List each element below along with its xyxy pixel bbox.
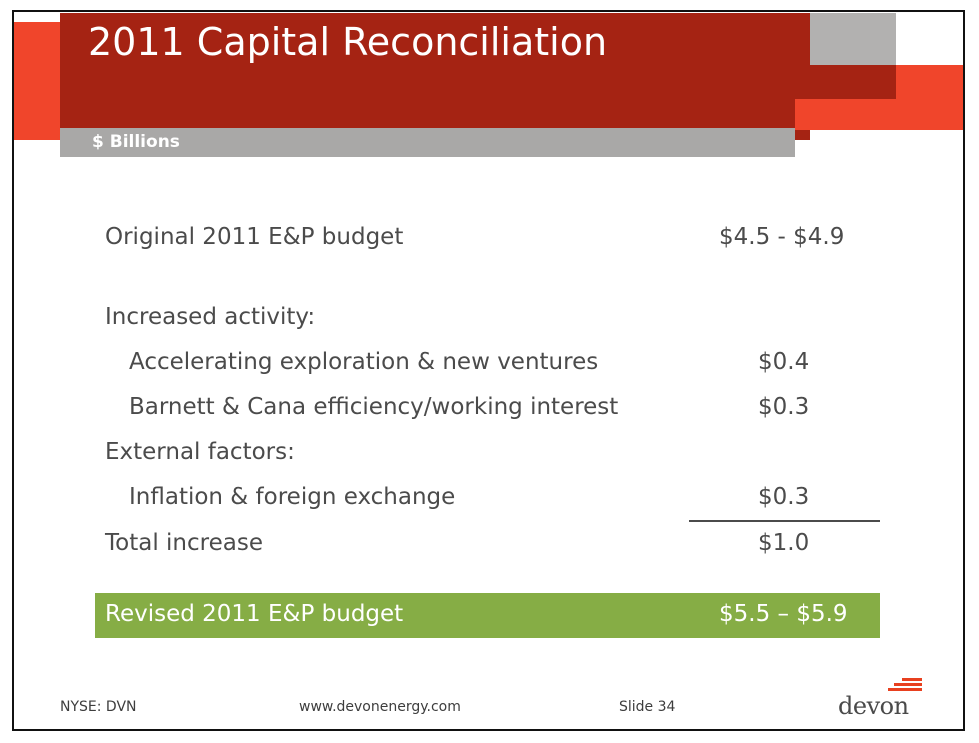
row-label: Total increase [105, 530, 263, 556]
logo-flame-icon [888, 678, 922, 691]
corner-orange-strip [795, 99, 963, 130]
subtotal-rule [689, 520, 880, 522]
row-label: Barnett & Cana efficiency/working intere… [129, 394, 619, 420]
row-value: $0.3 [758, 484, 810, 510]
row-value: $0.4 [758, 349, 810, 375]
section-heading: External factors: [105, 439, 295, 465]
revised-budget-bar: Revised 2011 E&P budget $5.5 – $5.9 [95, 593, 880, 638]
title-accent-block [14, 22, 60, 140]
footer-slide-number: Slide 34 [619, 699, 676, 715]
footer-ticker: NYSE: DVN [60, 699, 137, 715]
corner-orange-block [896, 65, 963, 99]
revised-budget-value: $5.5 – $5.9 [719, 601, 848, 627]
title-bar [60, 13, 810, 140]
logo-wordmark: devon [838, 692, 909, 720]
corner-red-block [810, 65, 896, 99]
corner-grey-block [810, 13, 896, 65]
row-label: Original 2011 E&P budget [105, 224, 404, 250]
row-value: $1.0 [758, 530, 810, 556]
row-label: Accelerating exploration & new ventures [129, 349, 599, 375]
subtitle-bar [60, 128, 795, 157]
section-heading: Increased activity: [105, 304, 316, 330]
row-value: $4.5 - $4.9 [719, 224, 845, 250]
devon-logo: devon [838, 678, 928, 722]
row-label: Inflation & foreign exchange [129, 484, 456, 510]
footer-website: www.devonenergy.com [299, 699, 461, 715]
slide-title: 2011 Capital Reconciliation [88, 20, 608, 64]
row-value: $0.3 [758, 394, 810, 420]
units-subtitle: $ Billions [92, 132, 180, 152]
revised-budget-label: Revised 2011 E&P budget [105, 601, 404, 627]
slide: 2011 Capital Reconciliation $ Billions O… [12, 10, 965, 731]
